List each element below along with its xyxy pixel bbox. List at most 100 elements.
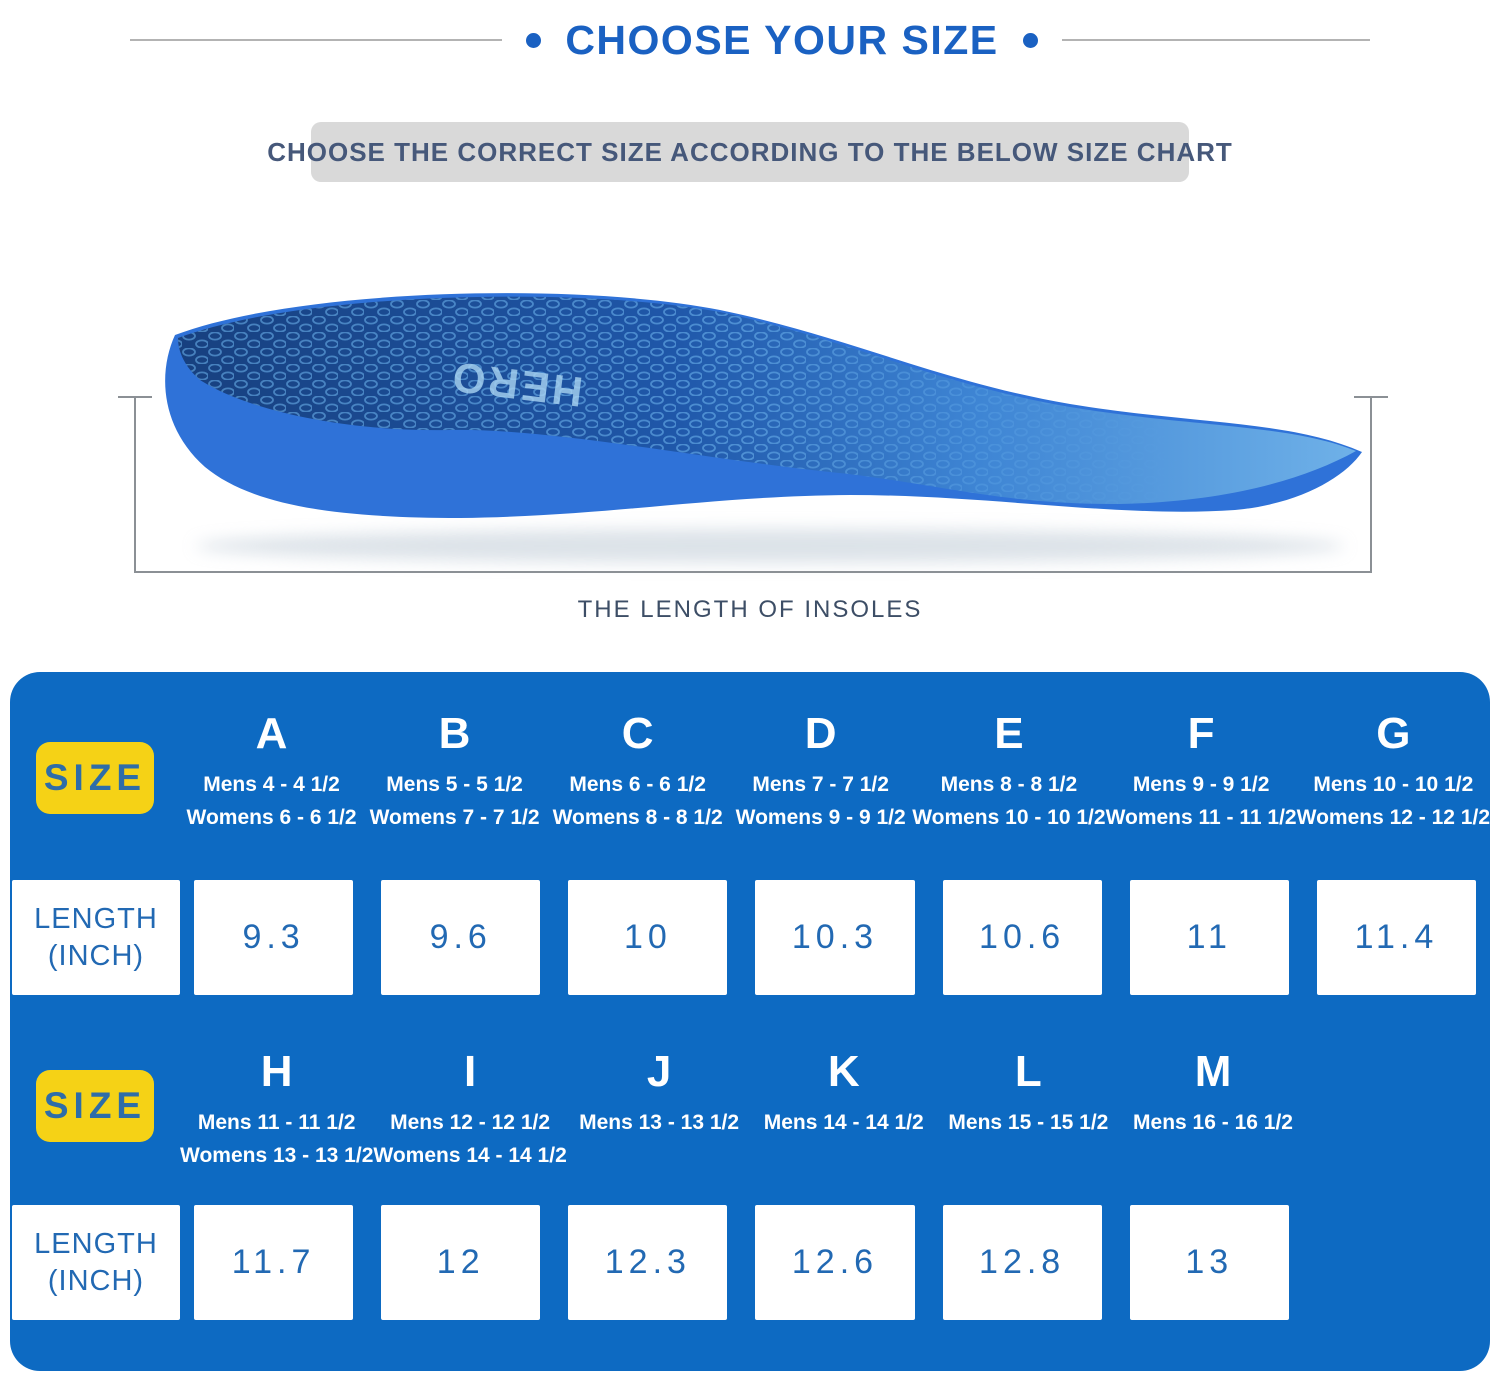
length-value-box: 13	[1129, 1205, 1289, 1320]
length-value: 12.3	[604, 1243, 691, 1281]
size-column-a: A Mens 4 - 4 1/2 Womens 6 - 6 1/2	[180, 712, 363, 880]
size-column-g: G Mens 10 - 10 1/2 Womens 12 - 12 1/2	[1297, 712, 1490, 880]
size-column-f: F Mens 9 - 9 1/2 Womens 11 - 11 1/2	[1106, 712, 1297, 880]
length-value-box: 12.8	[942, 1205, 1102, 1320]
length-value-box: 12	[381, 1205, 541, 1320]
size-letter: J	[646, 1047, 672, 1096]
mens-range: Mens 13 - 13 1/2	[579, 1111, 740, 1134]
bullet-dot-right-icon	[1022, 32, 1038, 48]
length-label: LENGTH (INCH)	[34, 1226, 158, 1299]
length-cell-i: 12	[367, 1205, 554, 1325]
length-value: 11.4	[1354, 918, 1439, 956]
size-column-k: K Mens 14 - 14 1/2	[751, 1050, 936, 1205]
insole-photo: HERO	[165, 293, 1362, 563]
mens-range: Mens 7 - 7 1/2	[752, 773, 889, 796]
length-value-box: 10.3	[755, 880, 915, 995]
insole-shadow	[195, 529, 1345, 563]
length-value-box: 11.7	[194, 1205, 354, 1320]
instruction-banner-text: CHOOSE THE CORRECT SIZE ACCORDING TO THE…	[267, 136, 1233, 167]
womens-range: Womens 9 - 9 1/2	[735, 806, 906, 829]
length-cell-c: 10	[554, 880, 741, 1000]
size-letter: D	[804, 709, 837, 758]
womens-range: Womens 14 - 14 1/2	[373, 1144, 567, 1167]
size-column-h: H Mens 11 - 11 1/2 Womens 13 - 13 1/2	[180, 1050, 373, 1205]
length-row-2: LENGTH (INCH) 11.7 12 12.3	[10, 1205, 1490, 1325]
length-cell-f: 11	[1116, 880, 1303, 1000]
length-cell-b: 9.6	[367, 880, 554, 1000]
insole-texture-overlay	[178, 296, 1356, 505]
size-letter: C	[621, 709, 654, 758]
length-value: 9.6	[429, 918, 492, 956]
size-letter: H	[260, 1047, 293, 1096]
size-badge-cell: SIZE	[10, 712, 180, 880]
womens-range: Womens 7 - 7 1/2	[369, 806, 540, 829]
size-column-b: B Mens 5 - 5 1/2 Womens 7 - 7 1/2	[363, 712, 546, 880]
mens-range: Mens 15 - 15 1/2	[948, 1111, 1109, 1134]
womens-range: Womens 13 - 13 1/2	[180, 1144, 374, 1167]
length-value-box: 11.4	[1316, 880, 1476, 995]
bullet-dot-left-icon	[526, 32, 542, 48]
size-letter: I	[463, 1047, 477, 1096]
length-value: 10	[623, 918, 672, 956]
length-cell-j: 12.3	[554, 1205, 741, 1325]
length-value: 12.6	[791, 1243, 879, 1281]
length-value-box: 9.6	[381, 880, 541, 995]
size-letter: K	[827, 1047, 860, 1096]
womens-range: Womens 12 - 12 1/2	[1296, 806, 1490, 829]
size-column-i: I Mens 12 - 12 1/2 Womens 14 - 14 1/2	[373, 1050, 566, 1205]
length-value-box: 12.6	[755, 1205, 915, 1320]
length-cell-empty	[1303, 1205, 1490, 1325]
size-badge: SIZE	[36, 742, 154, 814]
divider-line-left	[130, 39, 503, 41]
divider-line-right	[1061, 39, 1370, 41]
page-title: CHOOSE YOUR SIZE	[565, 16, 999, 63]
length-value: 10.3	[791, 918, 879, 956]
size-badge-cell: SIZE	[10, 1050, 180, 1205]
size-letter: B	[438, 709, 471, 758]
mens-range: Mens 5 - 5 1/2	[386, 773, 523, 796]
length-value-box: 10	[568, 880, 728, 995]
length-cell-h: 11.7	[180, 1205, 367, 1325]
insole-length-caption: THE LENGTH OF INSOLES	[577, 596, 923, 623]
length-cell-d: 10.3	[741, 880, 928, 1000]
length-cell-g: 11.4	[1303, 880, 1490, 1000]
length-cell-a: 9.3	[180, 880, 367, 1000]
size-column-empty	[1305, 1050, 1490, 1205]
mens-range: Mens 12 - 12 1/2	[390, 1111, 551, 1134]
womens-range: Womens 11 - 11 1/2	[1105, 806, 1297, 829]
length-value: 12	[436, 1243, 485, 1281]
mens-range: Mens 6 - 6 1/2	[569, 773, 706, 796]
size-column-l: L Mens 15 - 15 1/2	[936, 1050, 1121, 1205]
length-label-line1: LENGTH	[34, 903, 158, 936]
length-label-box: LENGTH (INCH)	[12, 1205, 180, 1320]
length-cell-l: 12.8	[929, 1205, 1116, 1325]
mens-range: Mens 11 - 11 1/2	[197, 1111, 356, 1134]
length-cell-m: 13	[1116, 1205, 1303, 1325]
length-value: 10.6	[979, 918, 1066, 956]
mens-range: Mens 4 - 4 1/2	[203, 773, 340, 796]
length-row-1: LENGTH (INCH) 9.3 9.6 10	[10, 880, 1490, 1000]
size-column-c: C Mens 6 - 6 1/2 Womens 8 - 8 1/2	[546, 712, 729, 880]
size-letter: M	[1194, 1047, 1232, 1096]
womens-range: Womens 6 - 6 1/2	[186, 806, 357, 829]
size-row-2: SIZE H Mens 11 - 11 1/2 Womens 13 - 13 1…	[10, 1000, 1490, 1205]
length-value: 13	[1185, 1243, 1234, 1281]
womens-range: Womens 8 - 8 1/2	[552, 806, 723, 829]
mens-range: Mens 9 - 9 1/2	[1132, 773, 1270, 796]
length-measurement-bracket	[118, 396, 1388, 573]
length-value: 12.8	[979, 1243, 1066, 1281]
size-letter: L	[1014, 1047, 1042, 1096]
womens-range: Womens 10 - 10 1/2	[912, 806, 1106, 829]
size-column-d: D Mens 7 - 7 1/2 Womens 9 - 9 1/2	[729, 712, 912, 880]
page-header: CHOOSE YOUR SIZE	[0, 12, 1500, 68]
mens-range: Mens 10 - 10 1/2	[1313, 773, 1474, 796]
size-letter: A	[255, 709, 288, 758]
size-letter: G	[1376, 709, 1411, 758]
mens-range: Mens 8 - 8 1/2	[940, 773, 1078, 796]
length-value: 11	[1186, 918, 1232, 956]
length-value: 11.7	[231, 1243, 316, 1281]
size-letter: F	[1187, 709, 1215, 758]
mens-range: Mens 14 - 14 1/2	[763, 1111, 924, 1134]
instruction-banner: CHOOSE THE CORRECT SIZE ACCORDING TO THE…	[267, 122, 1232, 182]
